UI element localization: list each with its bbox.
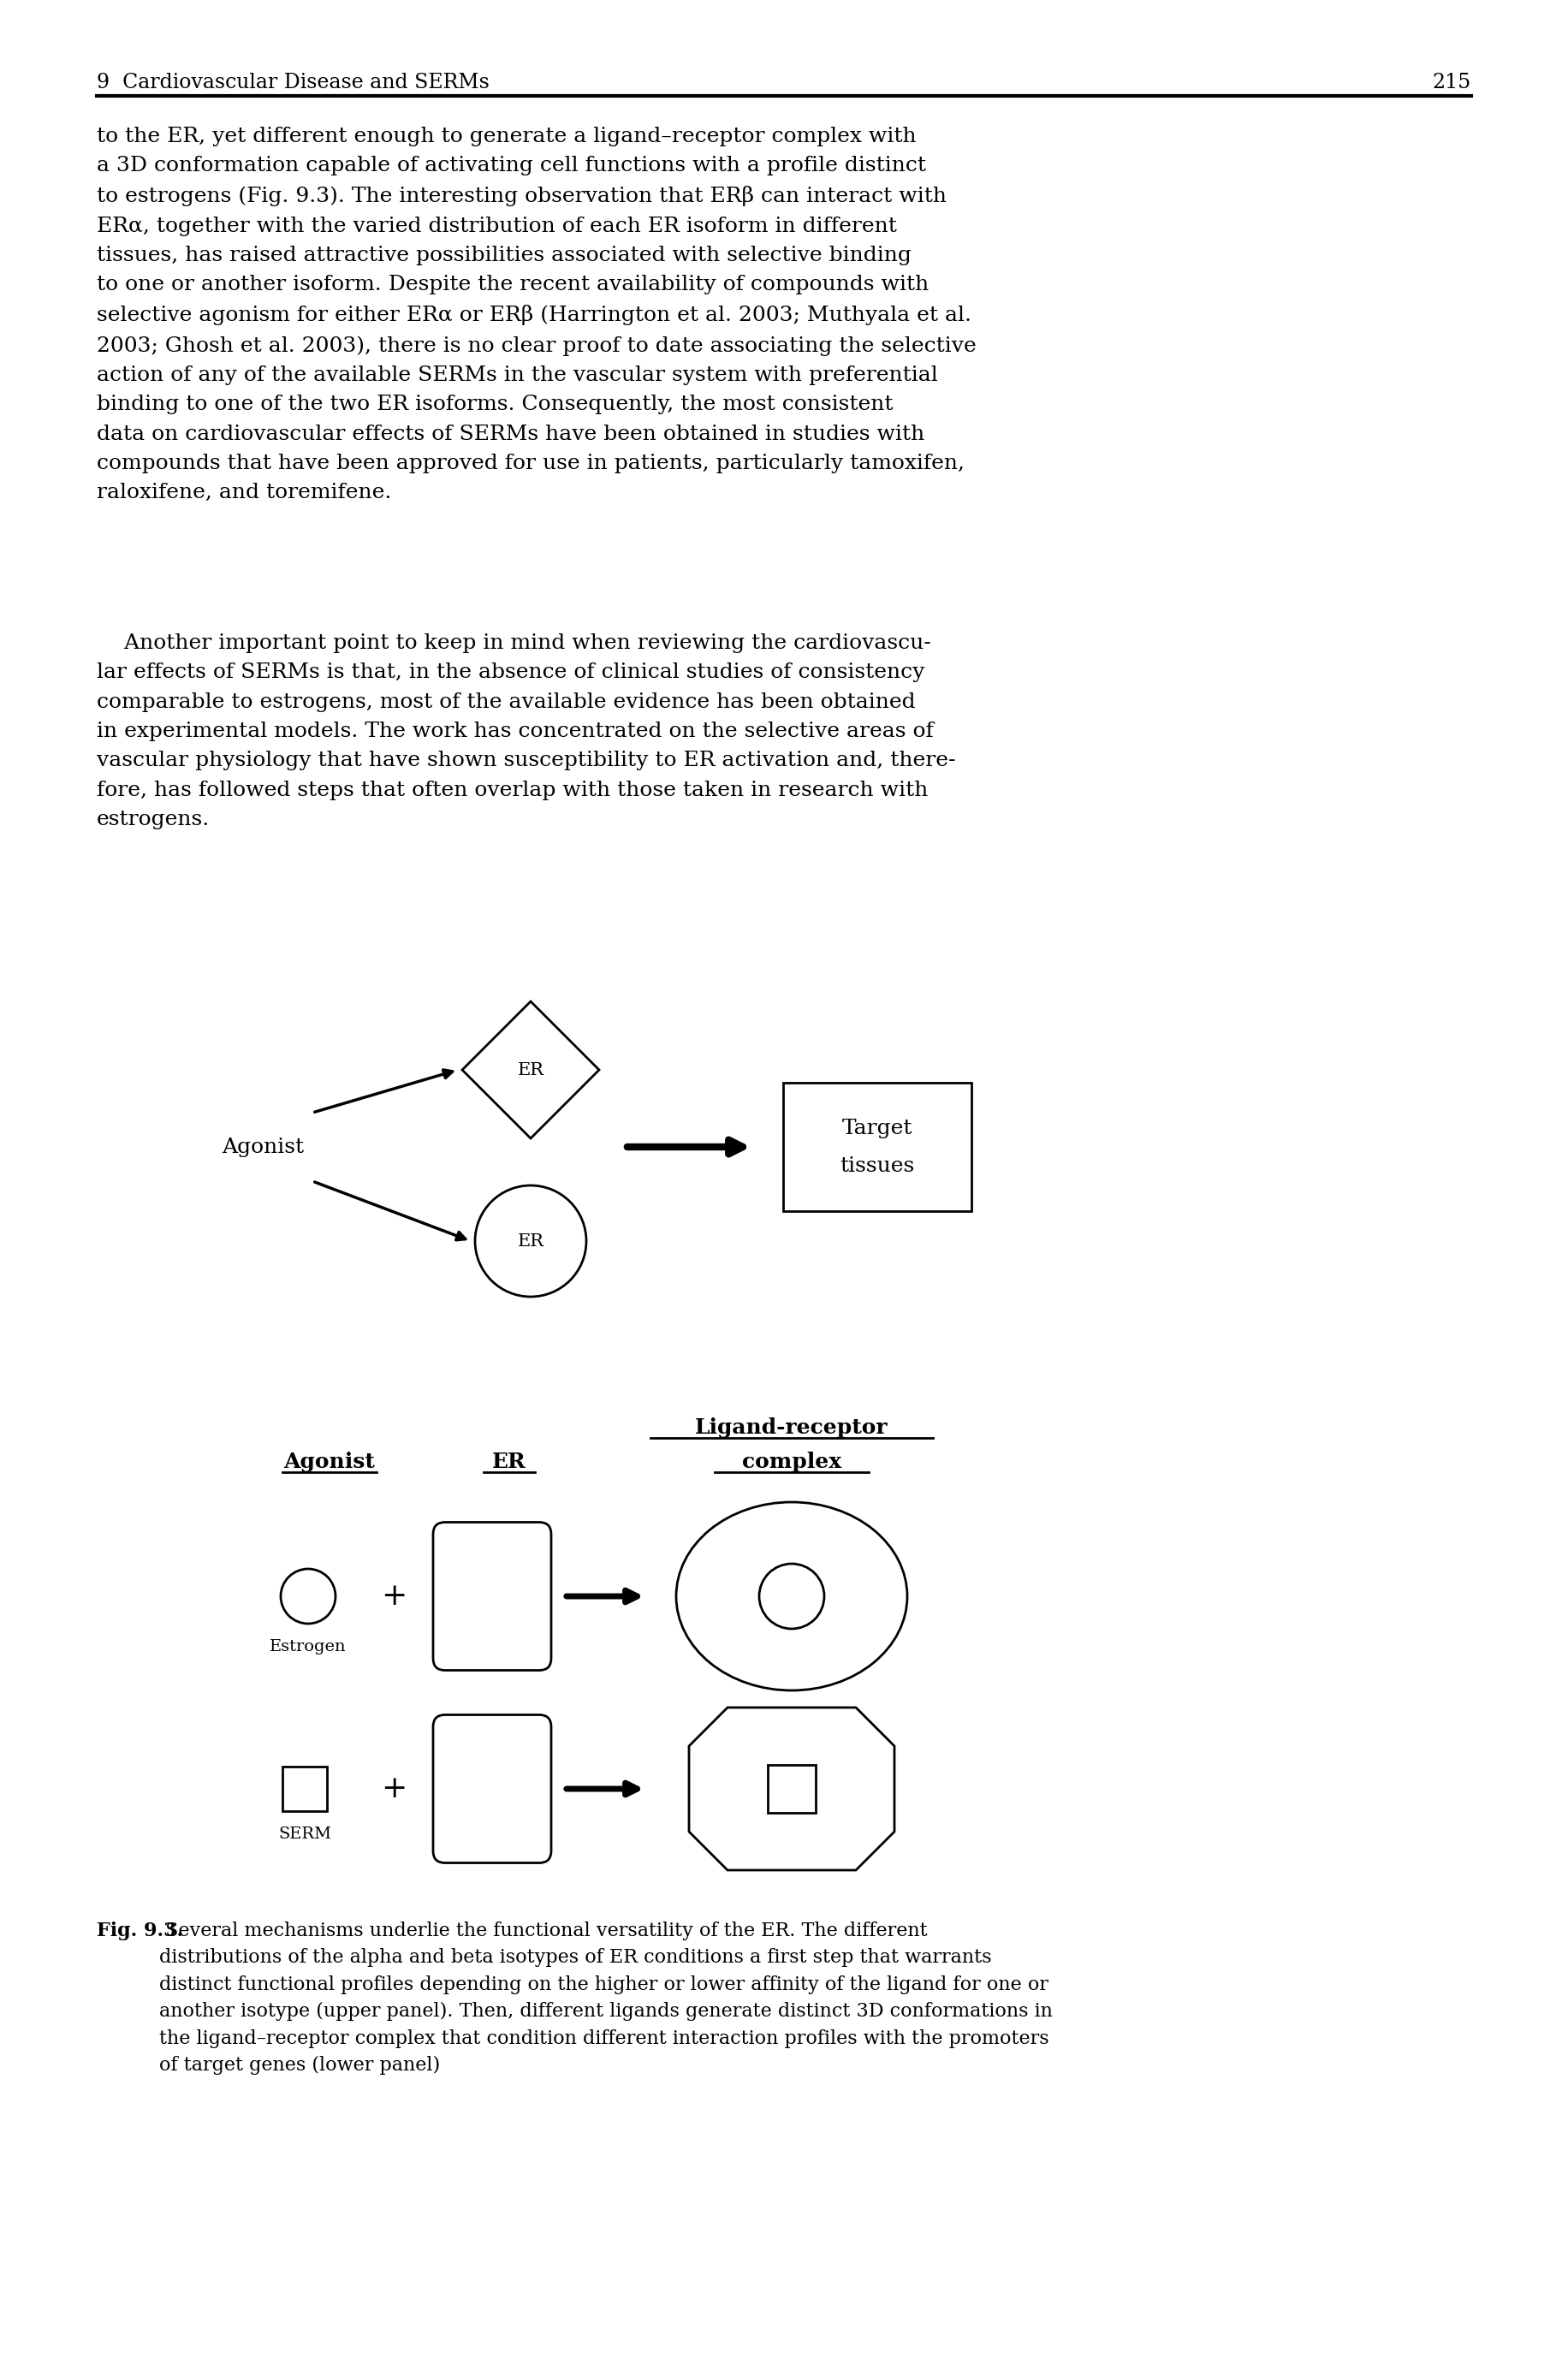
Text: Fig. 9.3.: Fig. 9.3. <box>97 1922 183 1941</box>
FancyBboxPatch shape <box>768 1765 815 1813</box>
Text: to the ER, yet different enough to generate a ligand–receptor complex with
a 3D : to the ER, yet different enough to gener… <box>97 126 977 504</box>
Text: complex: complex <box>742 1452 842 1473</box>
Text: 215: 215 <box>1433 74 1471 93</box>
Text: Agonist: Agonist <box>221 1138 304 1157</box>
Text: Estrogen: Estrogen <box>270 1639 347 1654</box>
Text: ER: ER <box>517 1233 544 1250</box>
Text: Another important point to keep in mind when reviewing the cardiovascu-
lar effe: Another important point to keep in mind … <box>97 634 955 829</box>
Text: ER: ER <box>517 1062 544 1079</box>
Text: Several mechanisms underlie the functional versatility of the ER. The different
: Several mechanisms underlie the function… <box>160 1922 1052 2074</box>
FancyBboxPatch shape <box>433 1715 552 1863</box>
Text: 9  Cardiovascular Disease and SERMs: 9 Cardiovascular Disease and SERMs <box>97 74 489 93</box>
FancyBboxPatch shape <box>433 1523 552 1670</box>
Text: +: + <box>381 1775 406 1803</box>
FancyBboxPatch shape <box>782 1083 972 1212</box>
Text: Agonist: Agonist <box>284 1452 375 1473</box>
Text: Target: Target <box>842 1119 913 1138</box>
FancyBboxPatch shape <box>282 1768 328 1811</box>
Text: ER: ER <box>492 1452 527 1473</box>
Text: tissues: tissues <box>840 1155 914 1176</box>
Text: SERM: SERM <box>278 1827 331 1841</box>
Text: +: + <box>381 1582 406 1611</box>
Text: Ligand-receptor: Ligand-receptor <box>695 1418 887 1437</box>
